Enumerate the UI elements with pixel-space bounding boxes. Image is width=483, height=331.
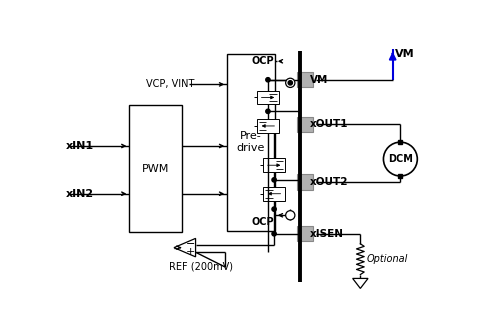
Bar bbox=[257, 91, 279, 104]
Circle shape bbox=[285, 211, 295, 220]
Bar bbox=[398, 174, 402, 178]
Text: DCM: DCM bbox=[388, 154, 413, 164]
Circle shape bbox=[266, 77, 270, 82]
Text: xISEN: xISEN bbox=[310, 229, 344, 239]
Bar bbox=[297, 174, 313, 190]
Bar bbox=[263, 187, 285, 201]
Text: Pre-
drive: Pre- drive bbox=[237, 131, 265, 153]
Text: VM: VM bbox=[310, 75, 328, 85]
Bar bbox=[129, 105, 182, 232]
Text: −: − bbox=[186, 239, 196, 249]
Text: xIN2: xIN2 bbox=[65, 189, 94, 199]
Text: OCP: OCP bbox=[252, 217, 274, 227]
Text: Optional: Optional bbox=[367, 254, 408, 264]
Bar bbox=[297, 117, 313, 132]
Polygon shape bbox=[174, 238, 196, 257]
Circle shape bbox=[272, 232, 276, 236]
Text: +: + bbox=[186, 247, 196, 257]
Bar bbox=[297, 226, 313, 241]
Circle shape bbox=[272, 207, 276, 211]
Text: VCP, VINT: VCP, VINT bbox=[146, 79, 195, 89]
Circle shape bbox=[285, 78, 295, 87]
Bar bbox=[263, 158, 285, 172]
Text: xOUT2: xOUT2 bbox=[310, 177, 349, 187]
Text: REF (200mV): REF (200mV) bbox=[170, 262, 233, 272]
Polygon shape bbox=[353, 278, 368, 288]
Bar bbox=[398, 140, 402, 144]
Text: OCP: OCP bbox=[252, 56, 274, 66]
Circle shape bbox=[384, 142, 417, 176]
Circle shape bbox=[272, 178, 276, 182]
Text: xIN1: xIN1 bbox=[65, 141, 94, 151]
Text: xOUT1: xOUT1 bbox=[310, 119, 349, 129]
Bar bbox=[227, 54, 275, 231]
Text: PWM: PWM bbox=[142, 164, 169, 174]
Text: VM: VM bbox=[395, 49, 414, 59]
Bar bbox=[297, 72, 313, 87]
Bar bbox=[257, 119, 279, 133]
Circle shape bbox=[288, 81, 292, 85]
Circle shape bbox=[266, 109, 270, 114]
